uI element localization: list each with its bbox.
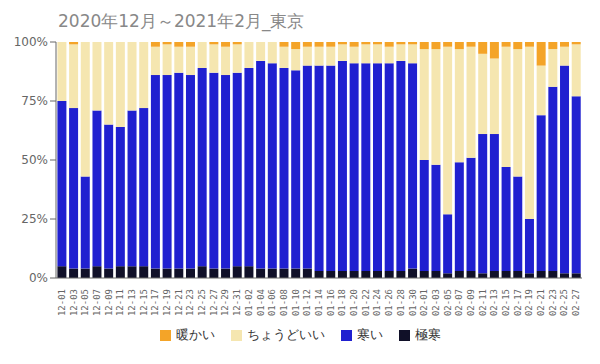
svg-text:12-19: 12-19 (162, 289, 172, 316)
svg-text:0%: 0% (29, 271, 48, 285)
svg-text:01-20: 01-20 (349, 289, 359, 316)
svg-text:02-23: 02-23 (548, 289, 558, 316)
html-text:極寒: 極寒 (414, 327, 441, 342)
svg-text:12-31: 12-31 (232, 289, 242, 316)
svg-text:01-06: 01-06 (267, 289, 277, 316)
svg-text:12-23: 12-23 (185, 289, 195, 316)
svg-text:01-26: 01-26 (384, 289, 394, 316)
svg-text:02-13: 02-13 (489, 289, 499, 316)
svg-text:01-14: 01-14 (314, 289, 324, 316)
svg-text:12-15: 12-15 (139, 289, 149, 316)
svg-text:01-04: 01-04 (256, 289, 266, 316)
svg-text:01-08: 01-08 (279, 289, 289, 316)
svg-text:02-03: 02-03 (431, 289, 441, 316)
svg-text:50%: 50% (21, 153, 48, 167)
svg-text:02-21: 02-21 (536, 289, 546, 316)
svg-text:01-18: 01-18 (337, 289, 347, 316)
svg-text:100%: 100% (14, 35, 48, 49)
svg-text:02-15: 02-15 (501, 289, 511, 316)
html-text:ちょうどいい: ちょうどいい (246, 327, 325, 342)
svg-text:01-16: 01-16 (326, 289, 336, 316)
html-text:暖かい: 暖かい (175, 327, 215, 342)
svg-text:12-01: 12-01 (57, 289, 67, 316)
svg-text:12-17: 12-17 (150, 289, 160, 316)
svg-text:01-02: 01-02 (244, 289, 254, 316)
svg-text:01-24: 01-24 (372, 289, 382, 316)
svg-text:12-03: 12-03 (69, 289, 79, 316)
svg-text:01-22: 01-22 (361, 289, 371, 316)
svg-text:02-19: 02-19 (524, 289, 534, 316)
svg-text:02-01: 02-01 (419, 289, 429, 316)
svg-text:01-28: 01-28 (396, 289, 406, 316)
html-text:寒い: 寒い (356, 327, 383, 342)
svg-text:01-12: 01-12 (302, 289, 312, 316)
svg-text:02-27: 02-27 (571, 289, 581, 316)
svg-text:75%: 75% (21, 94, 48, 108)
svg-text:02-11: 02-11 (478, 289, 488, 316)
svg-text:12-05: 12-05 (80, 289, 90, 316)
svg-text:12-27: 12-27 (209, 289, 219, 316)
svg-text:12-21: 12-21 (174, 289, 184, 316)
svg-text:02-07: 02-07 (454, 289, 464, 316)
svg-text:12-29: 12-29 (220, 289, 230, 316)
html-text:2020年12月～2021年2月_東京: 2020年12月～2021年2月_東京 (58, 11, 305, 31)
svg-text:02-25: 02-25 (559, 289, 569, 316)
svg-text:02-09: 02-09 (466, 289, 476, 316)
svg-text:12-25: 12-25 (197, 289, 207, 316)
svg-text:01-30: 01-30 (408, 289, 418, 316)
svg-text:12-09: 12-09 (104, 289, 114, 316)
svg-text:01-10: 01-10 (291, 289, 301, 316)
svg-text:12-11: 12-11 (115, 289, 125, 316)
svg-text:12-13: 12-13 (127, 289, 137, 316)
svg-text:02-17: 02-17 (513, 289, 523, 316)
svg-text:25%: 25% (21, 212, 48, 226)
svg-text:12-07: 12-07 (92, 289, 102, 316)
svg-text:02-05: 02-05 (443, 289, 453, 316)
